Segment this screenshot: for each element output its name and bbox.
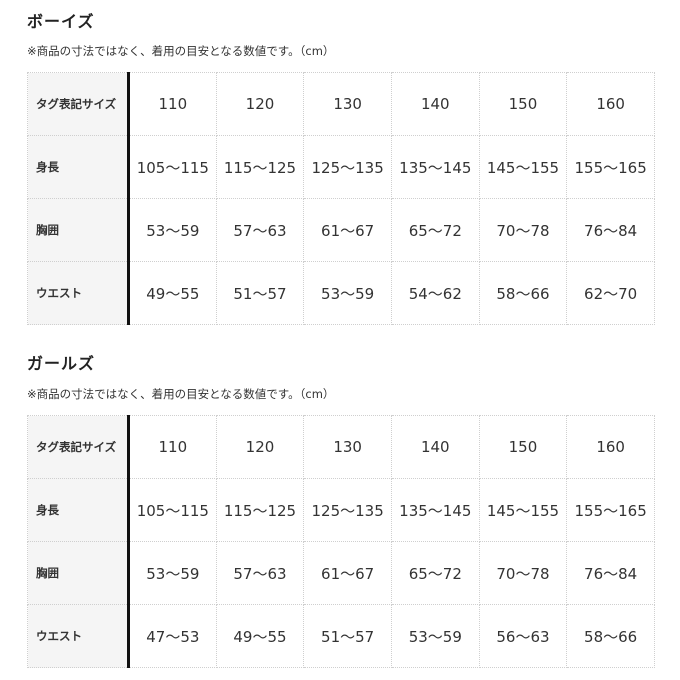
table-cell: 135〜145	[390, 478, 480, 542]
table-cell: 115〜125	[215, 135, 305, 199]
row-header: タグ表記サイズ	[27, 415, 130, 479]
table-cell: 120	[215, 72, 305, 136]
table-row: 身長 105〜115 115〜125 125〜135 135〜145 145〜155 155…	[27, 135, 655, 199]
table-cell: 140	[390, 415, 480, 479]
table-cell: 70〜78	[478, 198, 568, 262]
boys-size-table: タグ表記サイズ 110 120 130 140 150 160 身長 105〜115 115〜12…	[27, 72, 655, 325]
boys-section-title: ボーイズ	[27, 12, 95, 31]
table-row: タグ表記サイズ 110 120 130 140 150 160	[27, 72, 655, 136]
table-cell: 49〜55	[128, 261, 217, 325]
table-row: ウエスト 47〜53 49〜55 51〜57 53〜59 56〜63 58〜66	[27, 604, 655, 668]
table-row: 胸囲 53〜59 57〜63 61〜67 65〜72 70〜78 76〜84	[27, 198, 655, 262]
table-cell: 130	[303, 415, 392, 479]
table-cell: 57〜63	[215, 198, 305, 262]
table-row: 身長 105〜115 115〜125 125〜135 135〜145 145〜155 155…	[27, 478, 655, 542]
table-cell: 145〜155	[478, 135, 568, 199]
table-cell: 105〜115	[128, 478, 217, 542]
row-header: 身長	[27, 478, 130, 542]
table-cell: 105〜115	[128, 135, 217, 199]
table-cell: 120	[215, 415, 305, 479]
table-cell: 53〜59	[128, 198, 217, 262]
table-cell: 150	[478, 415, 568, 479]
table-cell: 65〜72	[390, 198, 480, 262]
row-header: 胸囲	[27, 541, 130, 605]
table-cell: 49〜55	[215, 604, 305, 668]
girls-size-note: ※商品の寸法ではなく、着用の目安となる数値です。（cm）	[27, 387, 335, 401]
row-header: 胸囲	[27, 198, 130, 262]
table-cell: 51〜57	[215, 261, 305, 325]
table-cell: 70〜78	[478, 541, 568, 605]
table-cell: 140	[390, 72, 480, 136]
table-cell: 53〜59	[390, 604, 480, 668]
table-row: タグ表記サイズ 110 120 130 140 150 160	[27, 415, 655, 479]
table-cell: 125〜135	[303, 135, 392, 199]
row-header: タグ表記サイズ	[27, 72, 130, 136]
table-cell: 57〜63	[215, 541, 305, 605]
girls-size-table: タグ表記サイズ 110 120 130 140 150 160 身長 105〜115 115〜12…	[27, 415, 655, 668]
table-cell: 115〜125	[215, 478, 305, 542]
table-cell: 53〜59	[128, 541, 217, 605]
table-cell: 58〜66	[478, 261, 568, 325]
table-cell: 65〜72	[390, 541, 480, 605]
table-row: 胸囲 53〜59 57〜63 61〜67 65〜72 70〜78 76〜84	[27, 541, 655, 605]
table-cell: 61〜67	[303, 198, 392, 262]
table-cell: 53〜59	[303, 261, 392, 325]
table-cell: 54〜62	[390, 261, 480, 325]
table-cell: 155〜165	[566, 478, 655, 542]
table-cell: 110	[128, 415, 217, 479]
row-header: ウエスト	[27, 261, 130, 325]
table-row: ウエスト 49〜55 51〜57 53〜59 54〜62 58〜66 62〜70	[27, 261, 655, 325]
table-cell: 76〜84	[566, 541, 655, 605]
table-cell: 76〜84	[566, 198, 655, 262]
table-cell: 56〜63	[478, 604, 568, 668]
table-cell: 155〜165	[566, 135, 655, 199]
table-cell: 160	[566, 415, 655, 479]
table-cell: 61〜67	[303, 541, 392, 605]
table-cell: 51〜57	[303, 604, 392, 668]
table-cell: 145〜155	[478, 478, 568, 542]
table-cell: 110	[128, 72, 217, 136]
table-cell: 47〜53	[128, 604, 217, 668]
girls-section-title: ガールズ	[27, 354, 96, 373]
table-cell: 125〜135	[303, 478, 392, 542]
row-header: 身長	[27, 135, 130, 199]
table-cell: 130	[303, 72, 392, 136]
table-cell: 135〜145	[390, 135, 480, 199]
boys-size-note: ※商品の寸法ではなく、着用の目安となる数値です。（cm）	[27, 44, 335, 58]
table-cell: 160	[566, 72, 655, 136]
row-header: ウエスト	[27, 604, 130, 668]
table-cell: 62〜70	[566, 261, 655, 325]
table-cell: 58〜66	[566, 604, 655, 668]
table-cell: 150	[478, 72, 568, 136]
